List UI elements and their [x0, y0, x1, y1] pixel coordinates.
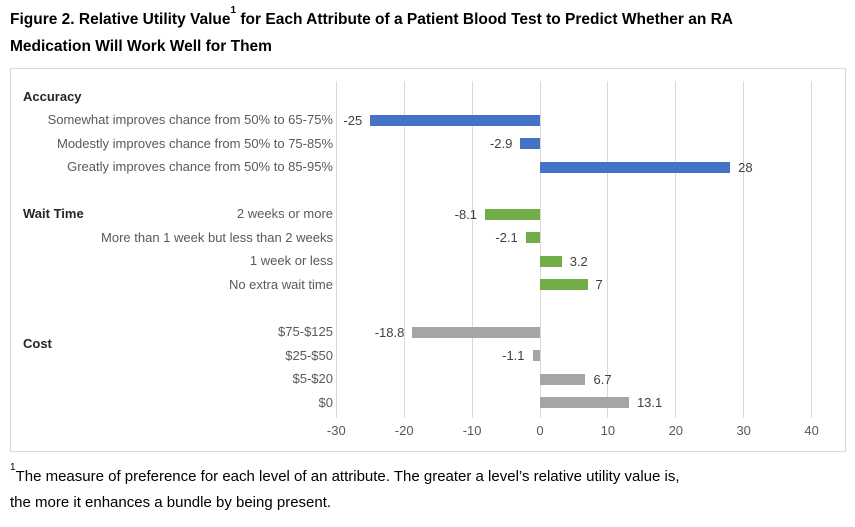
bar-accuracy-somewhat-improves-chance-from-50-to-65-75	[370, 114, 540, 126]
group-label-accuracy: Accuracy	[23, 88, 82, 104]
bar-wait-time-more-than-1-week-but-less-than-2-weeks	[525, 232, 540, 244]
figure-title-superscript: 1	[230, 4, 237, 16]
axis-tick-label--10: -10	[462, 423, 482, 438]
axis-tick-label-40: 40	[804, 423, 819, 438]
bar-wait-time-1-week-or-less	[540, 255, 562, 267]
footnote: 1The measure of preference for each leve…	[10, 462, 840, 516]
category-label-25-50: $25-$50	[285, 347, 333, 363]
bar-accuracy-greatly-improves-chance-from-50-to-85-95	[540, 161, 731, 173]
category-label-modestly-improves-chance-from-50-to-75-85: Modestly improves chance from 50% to 75-…	[56, 135, 333, 151]
category-label-0: $0	[318, 394, 333, 410]
axis-tick-label--20: -20	[394, 423, 414, 438]
figure-title-line1-pre: Figure 2. Relative Utility Value	[10, 11, 231, 28]
footnote-superscript: 1	[10, 462, 16, 473]
gridline-30	[743, 81, 745, 418]
bar-value-label-25-50: -1.1	[502, 348, 525, 364]
footnote-line2: the more it enhances a bundle by being p…	[10, 494, 332, 511]
bar-value-label-modestly-improves-chance-from-50-to-75-85: -2.9	[489, 136, 513, 152]
category-label-greatly-improves-chance-from-50-to-85-95: Greatly improves chance from 50% to 85-9…	[67, 159, 333, 175]
gridline-40	[811, 81, 813, 418]
gridline--10	[471, 81, 473, 418]
axis-tick-label-10: 10	[600, 423, 616, 438]
bar-value-label-more-than-1-week-but-less-than-2-weeks: -2.1	[495, 230, 518, 246]
gridline--20	[403, 81, 405, 418]
figure-title-line2: Medication Will Work Well for Them	[10, 38, 272, 55]
bar-value-label-5-20: 6.7	[593, 371, 612, 387]
gridline-10	[607, 81, 609, 418]
bar-value-label-0: 13.1	[636, 395, 663, 411]
category-label-75-125: $75-$125	[278, 324, 333, 339]
bar-wait-time-2-weeks-or-more	[485, 208, 540, 220]
category-label-more-than-1-week-but-less-than-2-weeks: More than 1 week but less than 2 weeks	[101, 229, 333, 245]
bar-value-label-1-week-or-less: 3.2	[569, 253, 588, 269]
figure-title: Figure 2. Relative Utility Value1 for Ea…	[10, 4, 840, 60]
bar-value-label-no-extra-wait-time: 7	[595, 277, 603, 293]
category-label-5-20: $5-$20	[292, 371, 333, 387]
bar-value-label-greatly-improves-chance-from-50-to-85-95: 28	[738, 159, 753, 175]
footnote-line1: The measure of preference for each level…	[15, 468, 680, 485]
category-label-2-weeks-or-more: 2 weeks or more	[236, 206, 333, 222]
axis-tick-label-30: 30	[736, 423, 751, 438]
figure-title-line1-rest: for Each Attribute of a Patient Blood Te…	[236, 11, 733, 28]
axis-tick-label--30: -30	[326, 423, 346, 438]
bar-cost-25-50	[532, 350, 540, 362]
axis-tick-label-0: 0	[536, 423, 544, 438]
group-label-cost: Cost	[23, 335, 52, 351]
category-label-1-week-or-less: 1 week or less	[249, 253, 333, 269]
axis-tick-label-20: 20	[668, 423, 684, 438]
gridline-0	[539, 81, 541, 418]
bar-value-label-somewhat-improves-chance-from-50-to-65-75: -25	[343, 112, 363, 128]
bar-cost-5-20	[540, 373, 586, 385]
group-label-wait-time: Wait Time	[23, 206, 84, 222]
bar-cost-75-125	[412, 326, 540, 338]
bar-value-label-2-weeks-or-more: -8.1	[454, 206, 478, 222]
category-label-no-extra-wait-time: No extra wait time	[228, 276, 333, 292]
bar-value-label-75-125: -18.8	[374, 324, 405, 340]
gridline--30	[335, 81, 337, 418]
bar-accuracy-modestly-improves-chance-from-50-to-75-85	[520, 138, 540, 150]
category-label-somewhat-improves-chance-from-50-to-65-75: Somewhat improves chance from 50% to 65-…	[47, 112, 333, 128]
bar-cost-0	[540, 397, 629, 409]
chart-area: -30 -20 -10 0 10 20 30 40 Accuracy Somewhat impro…	[10, 68, 846, 452]
bar-wait-time-no-extra-wait-time	[540, 279, 588, 291]
gridline-20	[675, 81, 677, 418]
